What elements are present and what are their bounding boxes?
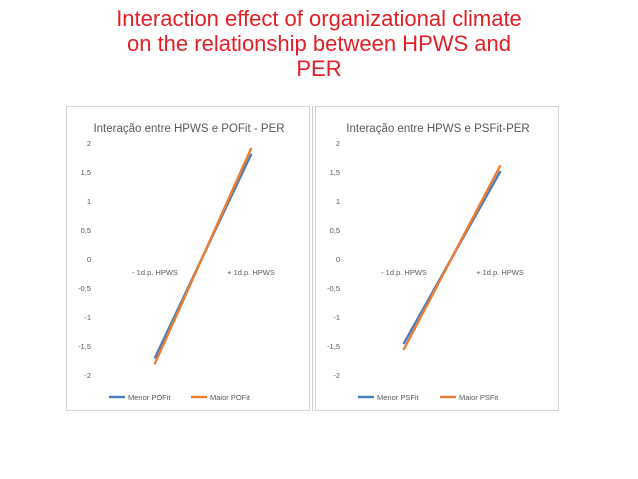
y-tick-label: -1,5 [78,342,91,351]
y-tick-label: -2 [333,371,340,380]
chart-panel-pofit: Interação entre HPWS e POFit - PER 2 1,5 1 0… [66,106,310,411]
legend-label: Maior POFit [210,393,251,402]
x-category-label: - 1d.p. HPWS [132,268,178,277]
y-tick-label: 1,5 [330,168,340,177]
y-tick-label: 1 [87,197,91,206]
x-category-label: - 1d.p. HPWS [381,268,427,277]
slide-title-line-3: PER [296,56,342,81]
x-category-label: + 1d.p. HPWS [476,268,524,277]
slide-title-line-1: Interaction effect of organizational cli… [116,6,522,31]
y-tick-label: -0,5 [327,284,340,293]
x-category-label: + 1d.p. HPWS [227,268,275,277]
y-tick-label: 1 [336,197,340,206]
y-tick-label: -2 [84,371,91,380]
panel-divider [312,106,313,411]
y-tick-label: 2 [336,139,340,148]
chart-panel-psfit: Interação entre HPWS e PSFit-PER 2 1,5 1 0,5… [315,106,559,411]
y-tick-label: 1,5 [81,168,91,177]
slide-title: Interaction effect of organizational cli… [60,6,578,81]
y-tick-label: 0 [336,255,340,264]
slide-title-line-2: on the relationship between HPWS and [126,31,511,56]
chart-title: Interação entre HPWS e PSFit-PER [346,123,529,135]
y-tick-label: -1 [84,313,91,322]
chart-psfit: Interação entre HPWS e PSFit-PER 2 1,5 1 0,5… [327,123,530,402]
y-tick-label: -1 [333,313,340,322]
legend-label: Menor PSFit [377,393,420,402]
series-line-maior [402,165,502,351]
y-tick-label: 0,5 [81,226,91,235]
y-tick-label: 0,5 [330,226,340,235]
y-tick-label: 2 [87,139,91,148]
y-tick-label: -1,5 [327,342,340,351]
legend-label: Menor POFit [128,393,171,402]
y-tick-label: 0 [87,255,91,264]
chart-title: Interação entre HPWS e POFit - PER [93,123,284,135]
y-tick-label: -0,5 [78,284,91,293]
series-line-maior [153,147,253,365]
legend-label: Maior PSFit [459,393,499,402]
